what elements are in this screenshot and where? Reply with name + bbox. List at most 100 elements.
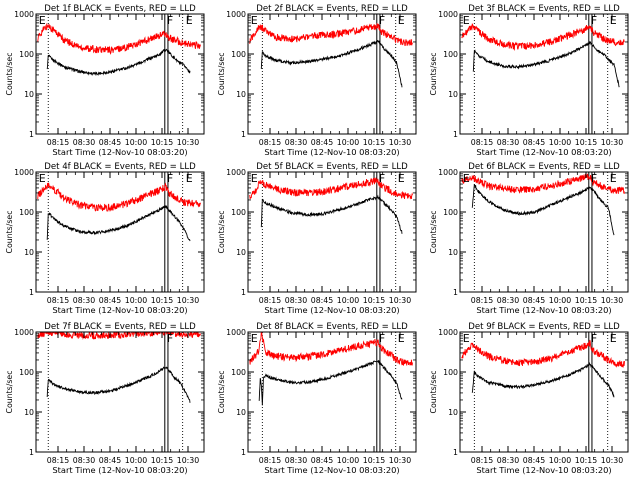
y-tick-label: 10: [448, 408, 458, 417]
x-tick-label: 08:45: [99, 138, 122, 147]
x-tick-label: 08:30: [285, 456, 308, 465]
x-axis-label: Start Time (12-Nov-10 08:03:20): [52, 465, 187, 475]
panel-title: Det 5f BLACK = Events, RED = LLD: [256, 162, 408, 172]
y-tick-label: 1: [29, 288, 34, 297]
y-tick-label: 10: [448, 248, 458, 257]
plot-frame: [247, 331, 417, 453]
x-axis-label: Start Time (12-Nov-10 08:03:20): [264, 305, 399, 315]
plot-frame: [247, 13, 417, 135]
lld-series-line: [461, 173, 625, 194]
lld-series-line: [461, 339, 625, 369]
x-axis-label: Start Time (12-Nov-10 08:03:20): [52, 147, 187, 157]
x-tick-label: 08:45: [311, 138, 334, 147]
events-series-line: [472, 40, 620, 88]
y-tick-label: 1: [241, 448, 246, 457]
x-tick-label: 08:15: [259, 456, 282, 465]
x-axis-label: Start Time (12-Nov-10 08:03:20): [264, 465, 399, 475]
y-tick-label: 1: [29, 448, 34, 457]
y-tick-label: 100: [443, 208, 458, 217]
events-series-line: [46, 366, 191, 403]
x-tick-label: 10:15: [575, 138, 598, 147]
y-tick-label: 1: [241, 288, 246, 297]
x-tick-label: 10:30: [601, 138, 624, 147]
y-axis-label: Counts/sec: [5, 371, 14, 414]
x-tick-label: 10:00: [549, 296, 572, 305]
event-marker-label: E: [186, 14, 193, 27]
x-tick-label: 10:30: [601, 456, 624, 465]
y-tick-label: 100: [443, 368, 458, 377]
panel-title: Det 8f BLACK = Events, RED = LLD: [256, 322, 408, 332]
y-tick-label: 1000: [438, 10, 458, 19]
event-marker-label: F: [379, 14, 385, 27]
y-tick-label: 10: [24, 248, 34, 257]
x-tick-label: 08:45: [523, 456, 546, 465]
event-marker-label: E: [610, 332, 617, 345]
x-tick-label: 10:30: [177, 138, 200, 147]
event-marker-label: E: [398, 14, 405, 27]
y-tick-label: 1: [453, 448, 458, 457]
events-series-line: [258, 359, 403, 406]
plot-frame: [247, 171, 417, 293]
event-marker-label: F: [591, 172, 597, 185]
x-tick-label: 10:15: [575, 296, 598, 305]
x-tick-label: 08:30: [497, 456, 520, 465]
event-marker-label: E: [463, 14, 470, 27]
x-tick-label: 10:30: [177, 456, 200, 465]
y-tick-label: 100: [231, 208, 246, 217]
x-tick-label: 10:30: [389, 296, 412, 305]
lld-series-line: [249, 177, 413, 200]
event-marker-label: F: [167, 14, 173, 27]
x-tick-label: 10:00: [125, 138, 148, 147]
panel-title: Det 3f BLACK = Events, RED = LLD: [468, 4, 620, 14]
x-axis-label: Start Time (12-Nov-10 08:03:20): [476, 147, 611, 157]
event-marker-label: F: [167, 172, 173, 185]
event-marker-label: E: [251, 172, 258, 185]
event-marker-label: F: [591, 332, 597, 345]
event-marker-label: E: [610, 14, 617, 27]
lld-series-line: [461, 23, 625, 51]
x-tick-label: 08:15: [47, 296, 70, 305]
event-marker-label: E: [610, 172, 617, 185]
x-tick-label: 08:45: [311, 456, 334, 465]
x-tick-label: 10:15: [363, 456, 386, 465]
y-tick-label: 100: [231, 368, 246, 377]
y-tick-label: 10: [448, 90, 458, 99]
y-tick-label: 1000: [14, 328, 34, 337]
x-tick-label: 10:30: [601, 296, 624, 305]
lld-series-line: [37, 332, 201, 340]
event-marker-label: E: [39, 172, 46, 185]
events-series-line: [46, 48, 191, 77]
plot-frame: [35, 13, 205, 135]
y-tick-label: 1000: [14, 10, 34, 19]
plot-frame: [35, 171, 205, 293]
y-tick-label: 10: [236, 408, 246, 417]
x-tick-label: 08:45: [523, 296, 546, 305]
plot-frame: [459, 171, 629, 293]
plot-frame: [35, 331, 205, 453]
x-tick-label: 08:45: [523, 138, 546, 147]
x-tick-label: 08:30: [497, 296, 520, 305]
event-marker-label: F: [167, 332, 173, 345]
plot-frame: [459, 13, 629, 135]
x-tick-label: 10:15: [363, 138, 386, 147]
plot-frame: [459, 331, 629, 453]
x-tick-label: 10:15: [363, 296, 386, 305]
x-tick-label: 10:15: [151, 138, 174, 147]
y-tick-label: 1: [29, 130, 34, 139]
x-axis-label: Start Time (12-Nov-10 08:03:20): [264, 147, 399, 157]
x-tick-label: 10:00: [337, 296, 360, 305]
x-tick-label: 08:30: [285, 296, 308, 305]
events-series-line: [260, 39, 403, 88]
event-marker-label: E: [398, 332, 405, 345]
lld-series-line: [37, 23, 201, 55]
x-tick-label: 08:30: [73, 138, 96, 147]
panel-title: Det 4f BLACK = Events, RED = LLD: [44, 162, 196, 172]
y-axis-label: Counts/sec: [217, 211, 226, 254]
x-tick-label: 08:15: [259, 296, 282, 305]
events-series-line: [46, 205, 191, 242]
